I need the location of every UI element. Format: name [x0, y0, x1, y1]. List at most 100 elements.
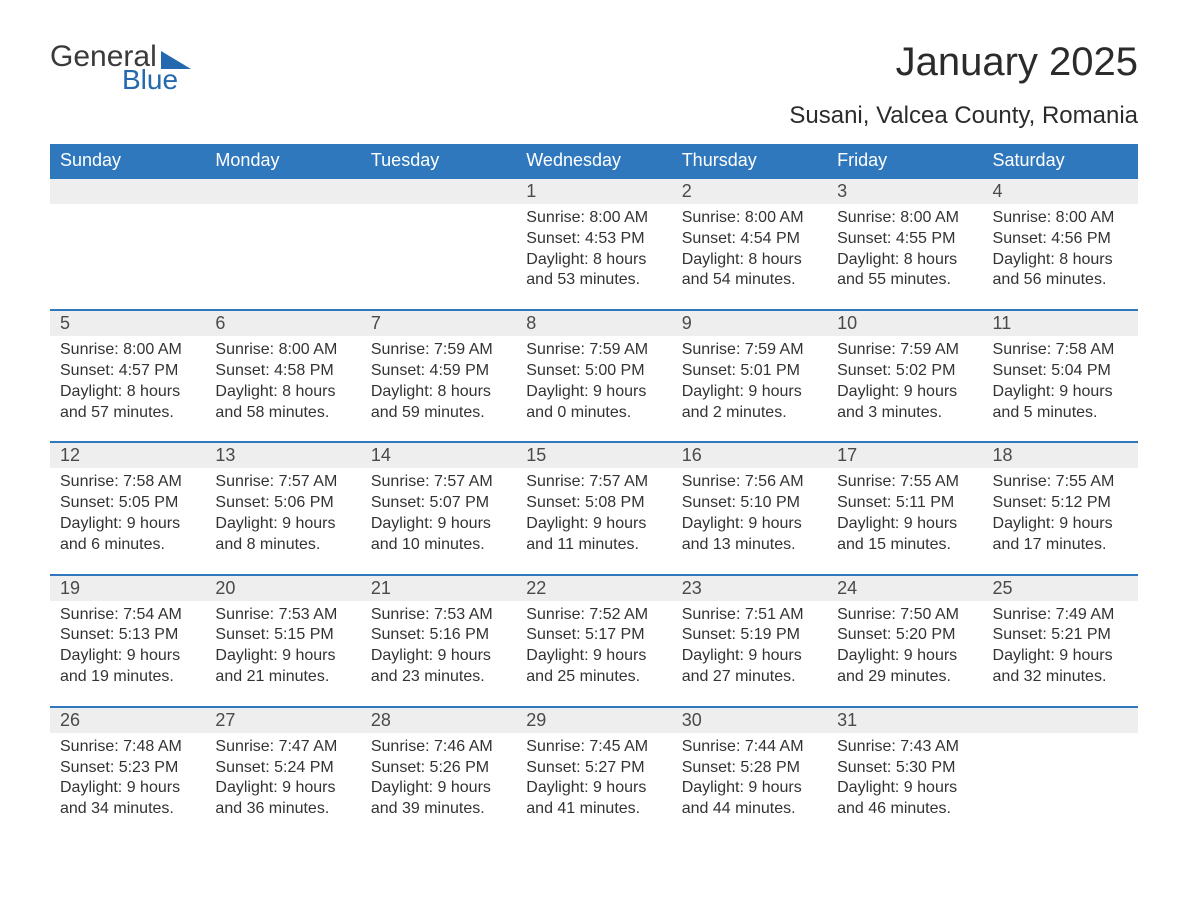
sunset-line: Sunset: 4:53 PM — [526, 229, 661, 250]
day-data-cell: Sunrise: 7:53 AMSunset: 5:16 PMDaylight:… — [361, 601, 516, 707]
sunset-line: Sunset: 5:26 PM — [371, 758, 506, 779]
sunset-line: Sunset: 4:56 PM — [993, 229, 1128, 250]
sunrise-line: Sunrise: 8:00 AM — [837, 208, 972, 229]
sunset-line: Sunset: 5:15 PM — [215, 625, 350, 646]
sunrise-line: Sunrise: 8:00 AM — [215, 340, 350, 361]
sunset-line: Sunset: 5:12 PM — [993, 493, 1128, 514]
sunrise-line: Sunrise: 7:45 AM — [526, 737, 661, 758]
day-data-cell: Sunrise: 7:48 AMSunset: 5:23 PMDaylight:… — [50, 733, 205, 838]
day-number-cell: 10 — [827, 310, 982, 336]
weekday-header: Monday — [205, 144, 360, 178]
logo: General Blue — [50, 40, 191, 96]
day-number-cell — [50, 178, 205, 204]
day-data-cell: Sunrise: 7:57 AMSunset: 5:06 PMDaylight:… — [205, 468, 360, 574]
day-number-cell: 14 — [361, 442, 516, 468]
daylight-line-1: Daylight: 9 hours — [371, 514, 506, 535]
day-data-cell: Sunrise: 7:59 AMSunset: 4:59 PMDaylight:… — [361, 336, 516, 442]
sunrise-line: Sunrise: 7:49 AM — [993, 605, 1128, 626]
day-data-cell: Sunrise: 7:59 AMSunset: 5:01 PMDaylight:… — [672, 336, 827, 442]
sunset-line: Sunset: 5:07 PM — [371, 493, 506, 514]
day-data-cell: Sunrise: 7:47 AMSunset: 5:24 PMDaylight:… — [205, 733, 360, 838]
day-number-cell — [361, 178, 516, 204]
daylight-line-1: Daylight: 9 hours — [371, 646, 506, 667]
day-data-cell: Sunrise: 7:58 AMSunset: 5:05 PMDaylight:… — [50, 468, 205, 574]
daylight-line-2: and 13 minutes. — [682, 535, 817, 556]
daylight-line-2: and 8 minutes. — [215, 535, 350, 556]
daylight-line-1: Daylight: 9 hours — [682, 382, 817, 403]
sunset-line: Sunset: 5:02 PM — [837, 361, 972, 382]
weekday-header: Wednesday — [516, 144, 671, 178]
sunset-line: Sunset: 5:23 PM — [60, 758, 195, 779]
daylight-line-1: Daylight: 9 hours — [993, 382, 1128, 403]
sunrise-line: Sunrise: 8:00 AM — [60, 340, 195, 361]
sunset-line: Sunset: 5:19 PM — [682, 625, 817, 646]
day-number-cell: 20 — [205, 575, 360, 601]
daylight-line-2: and 21 minutes. — [215, 667, 350, 688]
day-number-row: 12131415161718 — [50, 442, 1138, 468]
day-data-cell: Sunrise: 7:49 AMSunset: 5:21 PMDaylight:… — [983, 601, 1138, 707]
daylight-line-2: and 53 minutes. — [526, 270, 661, 291]
sunrise-line: Sunrise: 7:51 AM — [682, 605, 817, 626]
weekday-header-row: Sunday Monday Tuesday Wednesday Thursday… — [50, 144, 1138, 178]
daylight-line-1: Daylight: 9 hours — [526, 646, 661, 667]
weekday-header: Sunday — [50, 144, 205, 178]
day-number-cell: 3 — [827, 178, 982, 204]
sunset-line: Sunset: 4:54 PM — [682, 229, 817, 250]
weekday-header: Tuesday — [361, 144, 516, 178]
sunset-line: Sunset: 5:30 PM — [837, 758, 972, 779]
sunrise-line: Sunrise: 7:54 AM — [60, 605, 195, 626]
day-number-cell: 24 — [827, 575, 982, 601]
day-number-cell: 11 — [983, 310, 1138, 336]
location-subtitle: Susani, Valcea County, Romania — [50, 102, 1138, 130]
daylight-line-2: and 46 minutes. — [837, 799, 972, 820]
daylight-line-2: and 23 minutes. — [371, 667, 506, 688]
daylight-line-2: and 41 minutes. — [526, 799, 661, 820]
day-data-cell: Sunrise: 8:00 AMSunset: 4:58 PMDaylight:… — [205, 336, 360, 442]
day-data-cell: Sunrise: 7:59 AMSunset: 5:00 PMDaylight:… — [516, 336, 671, 442]
daylight-line-1: Daylight: 8 hours — [837, 250, 972, 271]
daylight-line-2: and 39 minutes. — [371, 799, 506, 820]
day-data-cell: Sunrise: 7:45 AMSunset: 5:27 PMDaylight:… — [516, 733, 671, 838]
day-number-row: 262728293031 — [50, 707, 1138, 733]
day-number-cell: 9 — [672, 310, 827, 336]
day-data-cell: Sunrise: 7:58 AMSunset: 5:04 PMDaylight:… — [983, 336, 1138, 442]
day-data-cell: Sunrise: 7:44 AMSunset: 5:28 PMDaylight:… — [672, 733, 827, 838]
sunrise-line: Sunrise: 7:55 AM — [993, 472, 1128, 493]
sunset-line: Sunset: 5:28 PM — [682, 758, 817, 779]
daylight-line-1: Daylight: 9 hours — [837, 382, 972, 403]
daylight-line-2: and 32 minutes. — [993, 667, 1128, 688]
day-data-cell: Sunrise: 7:57 AMSunset: 5:07 PMDaylight:… — [361, 468, 516, 574]
day-number-cell: 18 — [983, 442, 1138, 468]
day-number-cell: 16 — [672, 442, 827, 468]
day-number-cell: 23 — [672, 575, 827, 601]
sunset-line: Sunset: 5:00 PM — [526, 361, 661, 382]
day-number-cell: 1 — [516, 178, 671, 204]
sunset-line: Sunset: 4:58 PM — [215, 361, 350, 382]
day-number-cell: 12 — [50, 442, 205, 468]
sunrise-line: Sunrise: 7:57 AM — [215, 472, 350, 493]
daylight-line-1: Daylight: 9 hours — [837, 778, 972, 799]
sunset-line: Sunset: 4:59 PM — [371, 361, 506, 382]
day-data-cell: Sunrise: 7:46 AMSunset: 5:26 PMDaylight:… — [361, 733, 516, 838]
day-number-cell: 27 — [205, 707, 360, 733]
daylight-line-2: and 27 minutes. — [682, 667, 817, 688]
sunrise-line: Sunrise: 8:00 AM — [682, 208, 817, 229]
sunset-line: Sunset: 5:27 PM — [526, 758, 661, 779]
day-number-cell: 17 — [827, 442, 982, 468]
daylight-line-2: and 25 minutes. — [526, 667, 661, 688]
sunrise-line: Sunrise: 7:59 AM — [526, 340, 661, 361]
sunset-line: Sunset: 5:24 PM — [215, 758, 350, 779]
day-number-row: 19202122232425 — [50, 575, 1138, 601]
daylight-line-2: and 17 minutes. — [993, 535, 1128, 556]
daylight-line-2: and 11 minutes. — [526, 535, 661, 556]
day-data-cell: Sunrise: 8:00 AMSunset: 4:54 PMDaylight:… — [672, 204, 827, 310]
daylight-line-2: and 5 minutes. — [993, 403, 1128, 424]
daylight-line-1: Daylight: 9 hours — [526, 382, 661, 403]
day-number-cell: 15 — [516, 442, 671, 468]
day-number-cell: 21 — [361, 575, 516, 601]
day-data-row: Sunrise: 7:48 AMSunset: 5:23 PMDaylight:… — [50, 733, 1138, 838]
day-number-cell: 28 — [361, 707, 516, 733]
day-number-cell: 25 — [983, 575, 1138, 601]
day-number-cell: 8 — [516, 310, 671, 336]
day-data-cell: Sunrise: 7:53 AMSunset: 5:15 PMDaylight:… — [205, 601, 360, 707]
